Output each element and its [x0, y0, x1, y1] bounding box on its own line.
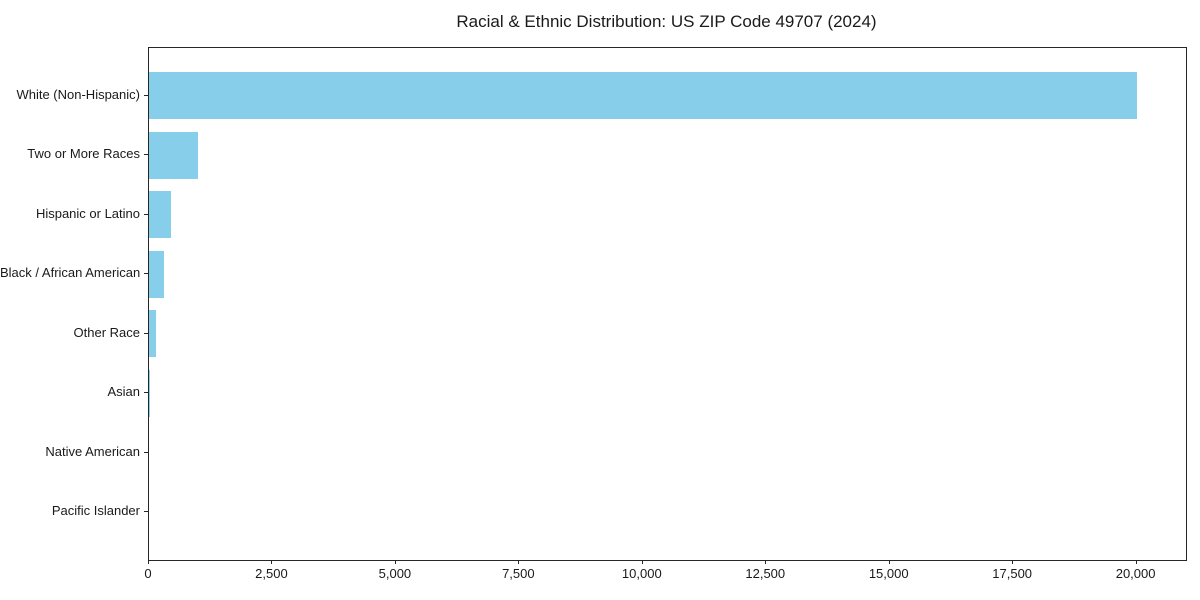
y-tick-label-hispanic-or-latino: Hispanic or Latino [35, 205, 140, 221]
bar-black-african-american [149, 250, 164, 298]
y-tick-mark [144, 273, 148, 275]
x-tick-mark [1135, 560, 1137, 564]
plot-area [148, 47, 1187, 561]
x-tick-label-5000: 5,000 [378, 566, 412, 581]
x-tick-mark [1012, 560, 1014, 564]
y-tick-mark [144, 154, 148, 156]
x-tick-mark [641, 560, 643, 564]
chart-title: Racial & Ethnic Distribution: US ZIP Cod… [456, 12, 877, 31]
y-tick-label-two-or-more-races: Two or More Races [27, 146, 140, 162]
x-tick-label-7500: 7,500 [502, 566, 535, 581]
x-tick-mark [148, 560, 149, 564]
y-tick-label-black-african-american: Black / African American [0, 265, 141, 281]
y-tick-mark [144, 511, 148, 513]
y-tick-label-white-non-hispanic: White (Non-Hispanic) [16, 86, 140, 102]
x-tick-label-15000: 15,000 [868, 566, 909, 581]
bar-white-non-hispanic [149, 72, 1137, 120]
y-tick-mark [144, 451, 148, 453]
x-tick-label-0: 0 [144, 566, 152, 581]
bar-two-or-more-races [149, 131, 199, 179]
y-tick-label-pacific-islander: Pacific Islander [51, 503, 140, 519]
y-tick-mark [144, 392, 148, 394]
y-tick-mark [144, 94, 148, 96]
x-tick-mark [765, 560, 767, 564]
x-tick-label-17500: 17,500 [992, 566, 1033, 581]
y-tick-label-asian: Asian [107, 384, 140, 400]
x-tick-label-12500: 12,500 [745, 566, 786, 581]
x-tick-mark [394, 560, 396, 564]
x-tick-label-10000: 10,000 [621, 566, 662, 581]
x-tick-mark [518, 560, 520, 564]
y-tick-mark [144, 213, 148, 215]
x-tick-label-20000: 20,000 [1115, 566, 1156, 581]
bar-other-race [149, 310, 157, 358]
x-tick-mark [888, 560, 890, 564]
bar-hispanic-or-latino [149, 191, 172, 239]
x-tick-label-2500: 2,500 [255, 566, 288, 581]
y-tick-label-native-american: Native American [45, 443, 140, 459]
x-tick-mark [271, 560, 273, 564]
bar-asian [149, 369, 151, 417]
y-tick-mark [144, 332, 148, 334]
y-tick-label-other-race: Other Race [73, 324, 140, 340]
